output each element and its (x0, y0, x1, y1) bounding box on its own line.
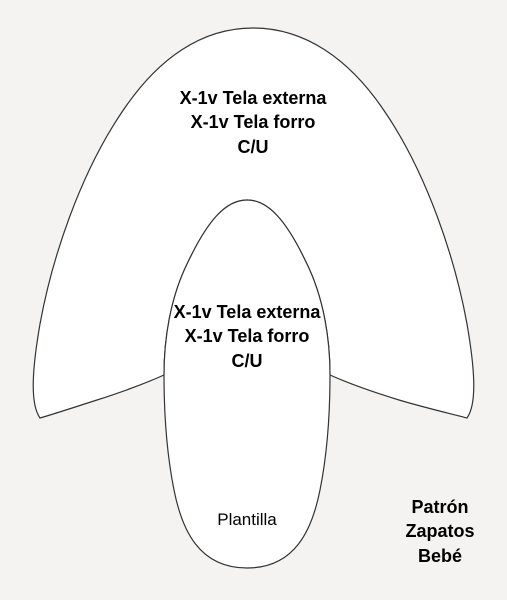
outer-piece-label-line2: X-1v Tela forro (180, 110, 327, 134)
pattern-title-line1: Patrón (405, 495, 474, 519)
pattern-title: Patrón Zapatos Bebé (405, 495, 474, 568)
pattern-title-line3: Bebé (405, 544, 474, 568)
outer-piece-label-line1: X-1v Tela externa (180, 86, 327, 110)
inner-piece-label-line1: X-1v Tela externa (174, 300, 321, 324)
inner-piece-label-line3: C/U (174, 349, 321, 373)
inner-piece-label: X-1v Tela externa X-1v Tela forro C/U (174, 300, 321, 373)
outer-piece-label-line3: C/U (180, 135, 327, 159)
pattern-title-line2: Zapatos (405, 519, 474, 543)
inner-piece-label-line2: X-1v Tela forro (174, 324, 321, 348)
outer-piece-label: X-1v Tela externa X-1v Tela forro C/U (180, 86, 327, 159)
sole-name-label: Plantilla (217, 510, 277, 530)
